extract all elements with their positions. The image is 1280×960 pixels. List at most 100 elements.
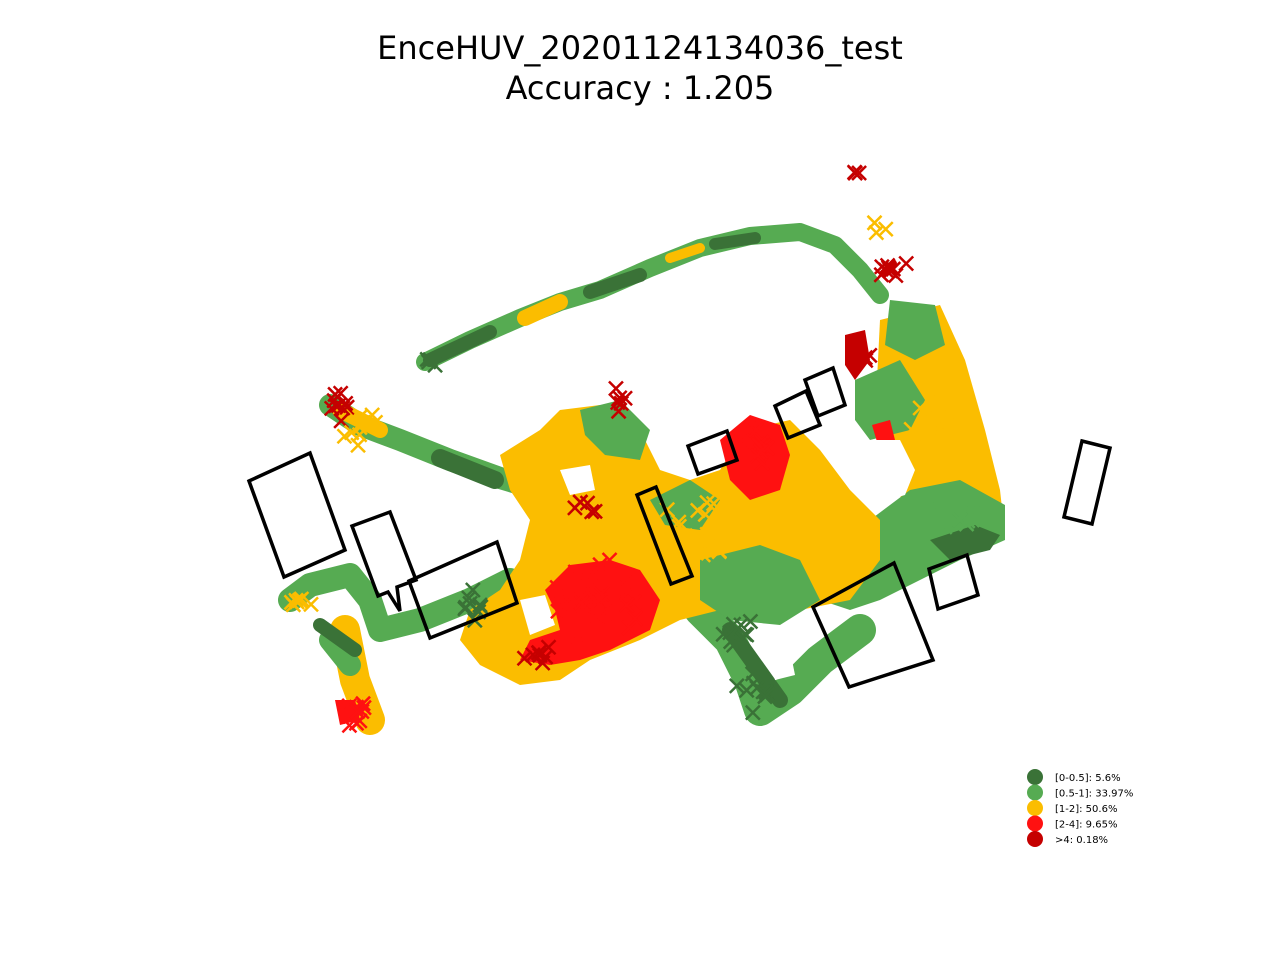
cross-marker — [931, 502, 948, 519]
cross-marker — [576, 598, 593, 615]
legend-label: [2-4]: 9.65% — [1055, 820, 1117, 831]
upper-loop-yellow-b — [665, 243, 705, 263]
cross-marker — [742, 613, 759, 630]
cross-marker — [581, 577, 598, 594]
cross-marker — [720, 497, 737, 514]
cross-marker — [611, 390, 628, 406]
lower-left-dark — [313, 618, 362, 657]
chart-title: EnceHUV_20201124134036_test — [377, 29, 903, 67]
obstacle-outline — [926, 552, 981, 612]
cross-marker — [531, 647, 548, 664]
cross-marker — [580, 573, 597, 589]
obstacle-outline — [634, 484, 695, 587]
cross-marker — [601, 552, 618, 568]
cross-marker — [355, 695, 371, 712]
cross-marker — [670, 514, 687, 531]
cross-marker — [744, 704, 761, 721]
cross-marker — [367, 414, 384, 431]
cross-marker — [618, 597, 635, 613]
upper-loop-dark-a — [423, 325, 497, 367]
obstacle-layer — [246, 365, 1113, 690]
cross-marker — [351, 409, 368, 426]
cross-marker — [877, 221, 894, 238]
cross-marker — [849, 345, 866, 362]
cross-marker — [744, 666, 761, 682]
cross-marker — [851, 165, 867, 181]
cross-marker — [936, 519, 953, 535]
cross-marker — [738, 627, 755, 643]
cross-marker — [940, 392, 957, 409]
obstacle-outline — [406, 539, 520, 641]
cross-marker — [943, 415, 960, 432]
cross-marker — [350, 437, 366, 454]
cross-marker — [757, 688, 773, 705]
cross-marker — [461, 590, 477, 606]
obstacle-outline — [1061, 438, 1113, 527]
chart-subtitle: Accuracy : 1.205 — [505, 69, 775, 107]
cross-marker — [464, 582, 481, 598]
white-hole-c — [770, 650, 795, 680]
cross-marker — [592, 556, 609, 573]
cross-marker — [567, 564, 584, 580]
left-arm-dark — [431, 449, 504, 489]
cross-marker — [879, 257, 896, 274]
cross-marker — [861, 347, 878, 364]
legend-marker — [1027, 784, 1043, 801]
cross-marker — [664, 547, 680, 564]
obstacle-outline — [810, 560, 936, 690]
cross-marker — [688, 545, 705, 561]
cross-marker — [342, 708, 359, 725]
cross-marker — [583, 503, 600, 520]
cross-marker-layer — [283, 164, 990, 734]
cross-marker — [617, 575, 634, 591]
legend-label: [0.5-1]: 33.97% — [1055, 789, 1133, 800]
obstacle-outline — [246, 450, 348, 580]
cross-marker — [912, 400, 929, 416]
area-layer — [335, 300, 1005, 725]
legend-label: >4: 0.18% — [1055, 835, 1108, 846]
upper-loop-dark-c — [709, 232, 761, 250]
cross-marker — [617, 390, 633, 407]
legend: [0-0.5]: 5.6% [0.5-1]: 33.97% [1-2]: 50.6%… — [1027, 769, 1133, 847]
cross-marker — [755, 683, 772, 700]
cross-marker — [560, 592, 577, 609]
right-lower-dark — [930, 525, 1000, 560]
cross-marker — [685, 533, 702, 550]
cross-marker — [932, 379, 949, 396]
obstacle-outline — [349, 509, 419, 612]
right-red-spot — [872, 420, 895, 445]
obstacle-outline — [772, 388, 823, 441]
legend-marker — [1027, 800, 1043, 816]
cross-marker — [349, 703, 366, 720]
cross-marker — [332, 385, 349, 402]
cross-marker — [912, 440, 929, 456]
cross-marker — [868, 224, 885, 241]
cross-marker — [291, 592, 308, 609]
cross-marker — [339, 399, 355, 416]
cross-marker — [337, 395, 354, 412]
cross-marker — [516, 650, 533, 667]
cross-marker — [549, 579, 566, 596]
upper-loop-band — [416, 223, 889, 371]
right-column-green-a — [855, 360, 925, 440]
cross-marker — [711, 543, 728, 559]
cross-marker — [323, 400, 340, 417]
cross-marker — [573, 588, 590, 605]
cross-marker — [627, 610, 643, 627]
legend-marker — [1027, 815, 1043, 832]
cross-marker — [588, 593, 605, 610]
legend-marker — [1027, 831, 1043, 847]
upper-loop-dark-b — [583, 268, 647, 299]
cross-marker — [728, 677, 745, 694]
cross-marker — [472, 599, 489, 615]
cross-marker — [303, 596, 319, 613]
cross-marker — [941, 404, 958, 421]
cross-marker — [715, 626, 732, 643]
cross-marker — [857, 349, 874, 366]
track-band-layer — [278, 223, 889, 735]
central-green-c — [700, 545, 820, 625]
cross-marker — [579, 495, 596, 511]
cross-marker — [705, 495, 722, 512]
cross-marker — [928, 412, 945, 429]
cross-marker — [703, 533, 719, 549]
